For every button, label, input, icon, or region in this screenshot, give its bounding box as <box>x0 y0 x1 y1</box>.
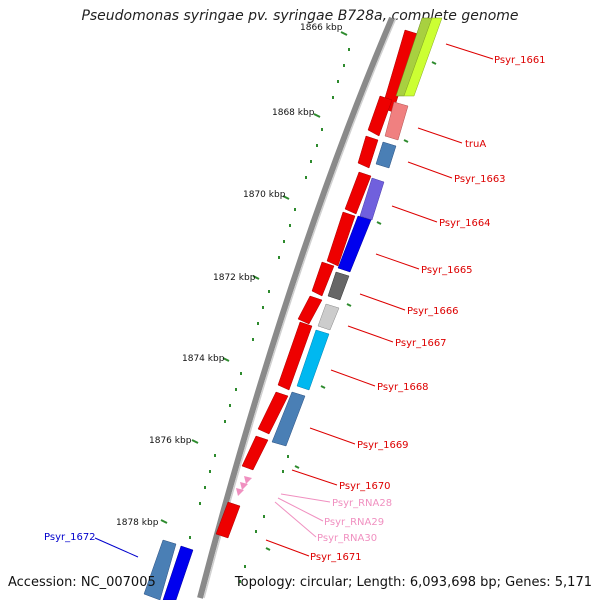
gene-1666-forward <box>311 261 335 297</box>
label-psyr-1667: Psyr_1667 <box>395 338 447 349</box>
label-psyr-1665: Psyr_1665 <box>421 265 473 276</box>
gene-1666-track <box>327 271 350 301</box>
rna-28 <box>244 476 252 484</box>
label-trua: truA <box>465 139 486 150</box>
gene-1669-track <box>271 391 306 447</box>
tick-label-1872: 1872 kbp <box>213 273 256 283</box>
label-psyr-1668: Psyr_1668 <box>377 382 429 393</box>
callout-lines <box>94 43 494 558</box>
major-ticks <box>160 31 348 524</box>
label-psyr-rna28: Psyr_RNA28 <box>332 498 392 509</box>
gene-1668-forward <box>277 321 313 391</box>
label-psyr-1670: Psyr_1670 <box>339 481 391 492</box>
label-psyr-1672: Psyr_1672 <box>44 532 96 543</box>
gene-1663-track <box>375 141 397 169</box>
tick-label-1874: 1874 kbp <box>182 354 225 364</box>
label-psyr-rna29: Psyr_RNA29 <box>324 517 384 528</box>
gene-1664-track <box>359 177 385 221</box>
map-title: Pseudomonas syringae pv. syringae B728a,… <box>81 8 519 24</box>
tick-label-1878: 1878 kbp <box>116 518 159 528</box>
inner-track-genes <box>271 17 443 447</box>
gene-1672-forward <box>162 545 194 600</box>
label-psyr-1661: Psyr_1661 <box>494 55 546 66</box>
rna-29 <box>240 482 248 490</box>
inner-dots <box>239 455 289 583</box>
backbone-arc <box>197 16 395 599</box>
label-psyr-1664: Psyr_1664 <box>439 218 491 229</box>
rna-genes <box>236 476 252 496</box>
label-psyr-rna30: Psyr_RNA30 <box>317 533 377 544</box>
gene-1667-track <box>317 303 340 331</box>
inner-dashes <box>265 61 437 551</box>
accession-text: Accession: NC_007005 <box>8 575 156 590</box>
label-psyr-1663: Psyr_1663 <box>454 174 506 185</box>
rna-30 <box>236 488 244 496</box>
gene-1664-forward <box>344 171 372 215</box>
gene-1663-forward <box>357 135 379 169</box>
gene-trua-forward <box>367 95 393 137</box>
label-psyr-1669: Psyr_1669 <box>357 440 409 451</box>
gene-1669-forward <box>257 391 289 435</box>
tick-label-1866: 1866 kbp <box>300 23 343 33</box>
gene-1667-forward <box>297 295 323 325</box>
reverse-genes <box>143 539 194 600</box>
backbone-arc-highlight <box>203 17 397 599</box>
gene-1671-forward <box>215 501 241 539</box>
tick-label-1870: 1870 kbp <box>243 190 286 200</box>
label-psyr-1666: Psyr_1666 <box>407 306 459 317</box>
topology-text: Topology: circular; Length: 6,093,698 bp… <box>234 575 592 590</box>
gene-1665-forward <box>326 211 356 267</box>
gene-1668-track <box>296 329 330 391</box>
label-psyr-1671: Psyr_1671 <box>310 552 362 563</box>
gene-1670-forward <box>241 435 269 471</box>
gene-1672-track <box>143 539 177 600</box>
tick-label-1876: 1876 kbp <box>149 436 192 446</box>
tick-label-1868: 1868 kbp <box>272 108 315 118</box>
gene-1665-track <box>337 215 372 273</box>
gene-1661-track-light <box>403 17 443 97</box>
gene-trua-track <box>384 101 409 141</box>
forward-strand-genes <box>215 29 419 539</box>
